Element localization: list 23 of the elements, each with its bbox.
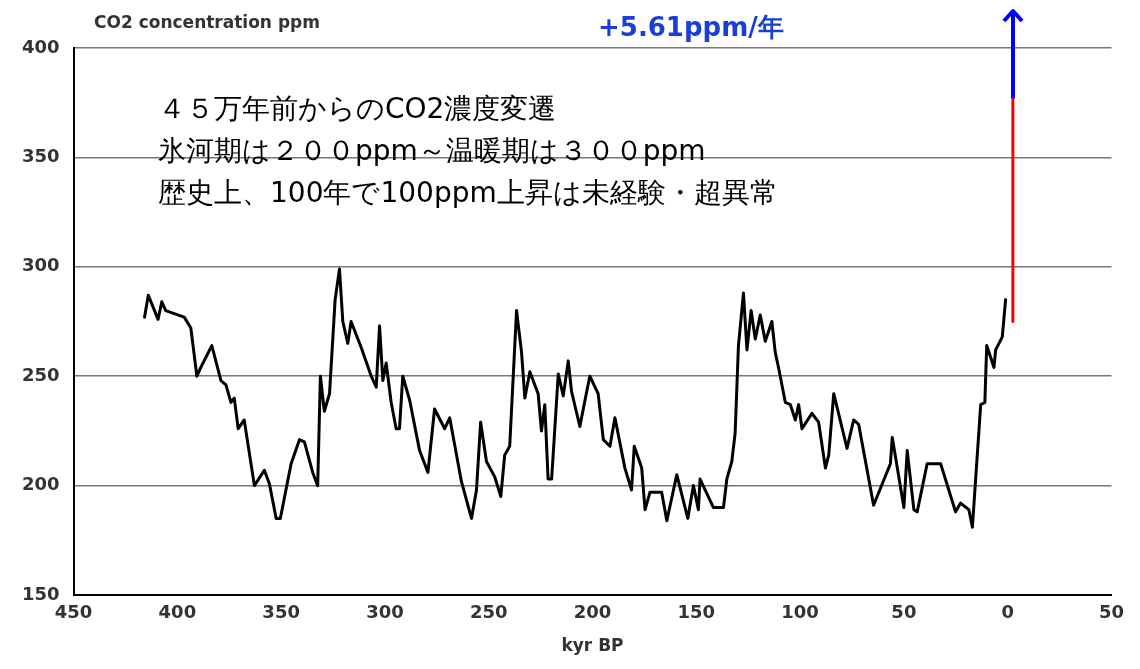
x-tick-label: 0 [1001, 601, 1014, 623]
y-tick-label: 300 [22, 254, 60, 276]
y-tick-label: 350 [22, 145, 60, 167]
x-tick-label: 450 [54, 601, 93, 623]
x-tick-label: 350 [262, 601, 300, 623]
annotation: 氷河期は２００ppm～温暖期は３００ppm [158, 133, 707, 169]
x-tick-label: 400 [158, 601, 197, 623]
text: +5.61ppm/年 [598, 11, 784, 44]
annotation: ４５万年前からのCO2濃度変遷 [158, 91, 558, 127]
x-tick-label: 50 [1098, 601, 1125, 623]
x-tick-label: 100 [781, 601, 819, 623]
x-tick-label: 300 [366, 601, 404, 623]
y-tick-label: 250 [22, 363, 60, 385]
y-tick-label: 200 [22, 473, 60, 495]
x-axis-title: kyr BP [561, 635, 624, 656]
x-tick-label: 200 [573, 601, 612, 623]
x-tick-label: 50 [891, 601, 917, 623]
y-axis-title: CO2 concentration ppm [94, 12, 320, 32]
y-tick-label: 150 [22, 582, 60, 604]
x-tick-label: 150 [677, 601, 716, 623]
x-tick-label: 250 [469, 601, 508, 623]
y-tick-label: 400 [22, 35, 60, 57]
annotation: 歴史上、100年で100ppm上昇は未経験・超異常 [158, 175, 778, 211]
